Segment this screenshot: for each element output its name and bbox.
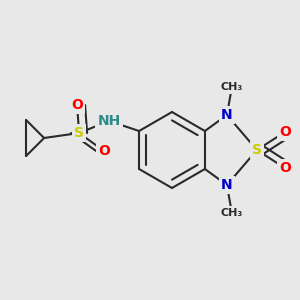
Text: CH₃: CH₃: [221, 82, 243, 92]
Text: S: S: [252, 143, 262, 157]
Text: CH₃: CH₃: [221, 208, 243, 218]
Text: O: O: [71, 98, 83, 112]
Text: S: S: [74, 126, 84, 140]
Text: NH: NH: [98, 114, 121, 128]
Text: N: N: [221, 108, 233, 122]
Text: O: O: [279, 161, 291, 175]
Text: O: O: [279, 125, 291, 139]
Text: O: O: [98, 144, 110, 158]
Text: N: N: [221, 178, 233, 192]
